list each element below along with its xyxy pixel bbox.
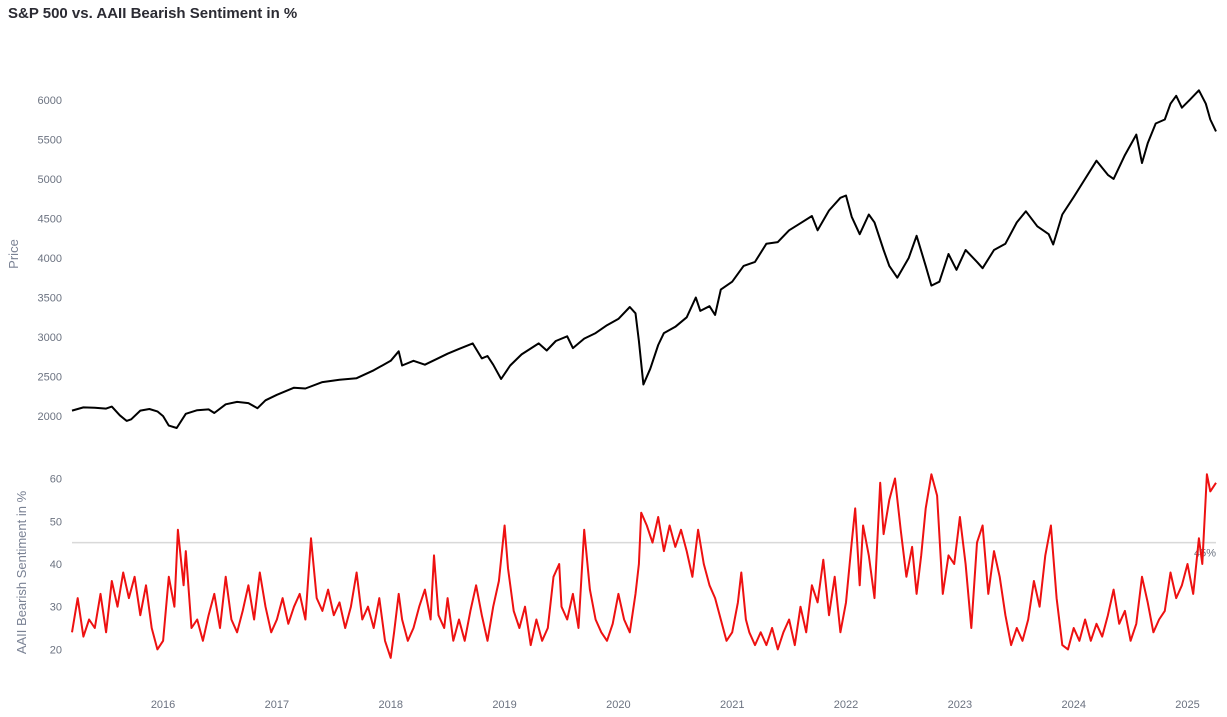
- sentiment-axis-title: AAII Bearish Sentiment in %: [14, 490, 29, 654]
- x-tick-2021: 2021: [720, 699, 744, 711]
- price-y-tick-4000: 4000: [38, 253, 62, 265]
- price-y-tick-5500: 5500: [38, 134, 62, 146]
- sentiment-y-tick-30: 30: [50, 602, 62, 614]
- sentiment-y-tick-60: 60: [50, 474, 62, 486]
- price-y-tick-3500: 3500: [38, 293, 62, 305]
- price-y-tick-3000: 3000: [38, 332, 62, 344]
- price-axis-title: Price: [6, 239, 21, 269]
- sentiment-y-tick-20: 20: [50, 644, 62, 656]
- price-y-tick-2000: 2000: [38, 411, 62, 423]
- sentiment-y-tick-40: 40: [50, 559, 62, 571]
- price-panel: 2000 2500 3000 3500 4000 4500 5000 5500 6000 Pric…: [6, 89, 1217, 429]
- x-tick-2017: 2017: [265, 699, 289, 711]
- price-y-tick-5000: 5000: [38, 174, 62, 186]
- x-tick-2022: 2022: [834, 699, 858, 711]
- price-y-tick-2500: 2500: [38, 372, 62, 384]
- price-series-line: [71, 89, 1217, 429]
- chart-title: S&P 500 vs. AAII Bearish Sentiment in %: [8, 5, 298, 22]
- sentiment-y-tick-50: 50: [50, 516, 62, 528]
- x-tick-2020: 2020: [606, 699, 630, 711]
- x-tick-2025: 2025: [1175, 699, 1199, 711]
- x-axis: 2016 2017 2018 2019 2020 2021 2022 2023 2024 2025: [151, 699, 1200, 711]
- x-tick-2016: 2016: [151, 699, 175, 711]
- x-tick-2018: 2018: [378, 699, 402, 711]
- x-tick-2024: 2024: [1061, 699, 1085, 711]
- x-tick-2019: 2019: [492, 699, 516, 711]
- sentiment-series-line: [71, 473, 1217, 659]
- price-y-tick-6000: 6000: [38, 95, 62, 107]
- price-y-tick-4500: 4500: [38, 213, 62, 225]
- x-tick-2023: 2023: [948, 699, 972, 711]
